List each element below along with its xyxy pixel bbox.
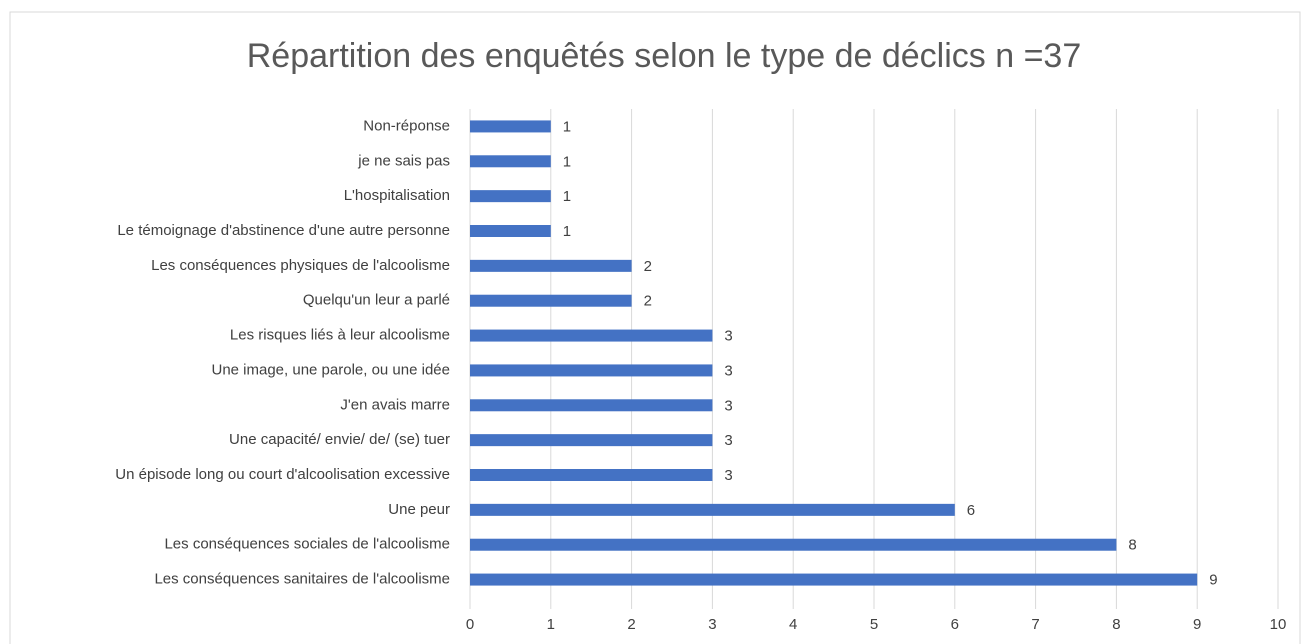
bar	[470, 399, 713, 412]
x-tick-label: 0	[466, 616, 474, 633]
y-tick-label: Non-réponse	[363, 117, 450, 134]
data-label: 3	[724, 328, 732, 345]
data-label: 1	[563, 118, 571, 135]
bar	[470, 294, 632, 307]
bar	[470, 155, 551, 168]
bar	[470, 503, 955, 516]
y-tick-label: Les conséquences sociales de l'alcoolism…	[164, 536, 450, 553]
data-label: 1	[563, 153, 571, 170]
data-label: 1	[563, 223, 571, 240]
y-tick-label: L'hospitalisation	[344, 187, 450, 204]
data-label: 3	[724, 397, 732, 414]
x-tick-label: 3	[708, 616, 716, 633]
x-tick-label: 5	[870, 616, 878, 633]
x-tick-label: 6	[951, 616, 959, 633]
bar	[470, 225, 551, 237]
bar	[470, 538, 1117, 551]
y-tick-label: Une capacité/ envie/ de/ (se) tuer	[229, 431, 450, 448]
y-tick-label: J'en avais marre	[340, 396, 450, 413]
chart-title: Répartition des enquêtés selon le type d…	[247, 37, 1082, 75]
y-tick-label: je ne sais pas	[357, 152, 450, 169]
bar	[470, 120, 551, 133]
data-label: 3	[724, 362, 732, 379]
x-tick-label: 9	[1193, 616, 1201, 633]
bar	[470, 573, 1198, 586]
data-label: 1	[563, 188, 571, 205]
y-tick-label: Un épisode long ou court d'alcoolisation…	[115, 466, 450, 483]
data-label: 3	[724, 432, 732, 449]
y-tick-label: Les risques liés à leur alcoolisme	[230, 327, 450, 344]
data-label: 2	[644, 293, 652, 310]
data-label: 3	[724, 467, 732, 484]
x-tick-label: 1	[547, 616, 555, 633]
y-tick-label: Les conséquences physiques de l'alcoolis…	[151, 257, 450, 274]
data-label: 6	[967, 502, 975, 519]
y-tick-label: Quelqu'un leur a parlé	[303, 292, 450, 309]
bar	[470, 434, 713, 447]
x-tick-label: 8	[1112, 616, 1120, 633]
x-tick-label: 4	[789, 616, 797, 633]
x-tick-label: 10	[1270, 616, 1287, 633]
bar	[470, 364, 713, 377]
bar	[470, 259, 632, 272]
y-tick-label: Une image, une parole, ou une idée	[211, 361, 450, 378]
y-tick-label: Une peur	[388, 501, 450, 518]
chart-border	[9, 11, 1301, 644]
y-tick-label: Les conséquences sanitaires de l'alcooli…	[154, 571, 450, 588]
y-tick-label: Le témoignage d'abstinence d'une autre p…	[117, 222, 450, 239]
data-label: 9	[1209, 572, 1217, 589]
x-tick-label: 7	[1031, 616, 1039, 633]
data-label: 8	[1128, 537, 1136, 554]
bar	[470, 190, 551, 203]
data-label: 2	[644, 258, 652, 275]
bar	[470, 469, 713, 481]
x-tick-label: 2	[627, 616, 635, 633]
bar	[470, 329, 713, 342]
